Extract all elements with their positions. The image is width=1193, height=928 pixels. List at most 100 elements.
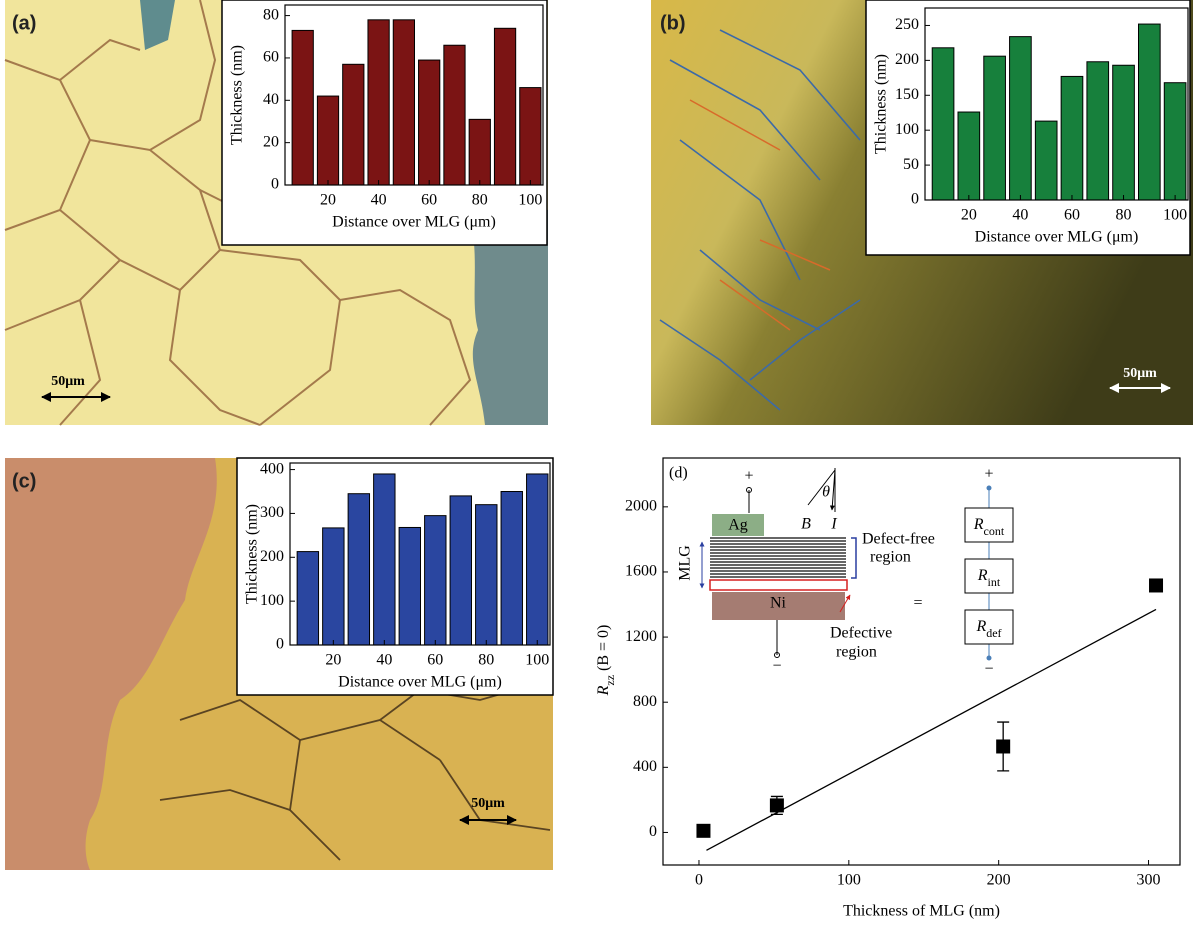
bar	[526, 473, 549, 646]
label-part: cont	[984, 524, 1005, 538]
bar	[983, 55, 1006, 201]
x-axis-label: Distance over MLG (μm)	[338, 674, 502, 691]
data-point	[769, 798, 784, 813]
defective-layer	[709, 579, 848, 591]
y-tick-label: 0	[649, 823, 657, 840]
x-tick-label: 0	[695, 872, 703, 889]
bar	[468, 118, 491, 186]
bar	[1009, 36, 1032, 201]
label-part: R	[977, 567, 988, 584]
x-tick-label: 100	[1163, 207, 1187, 224]
bar	[957, 111, 981, 201]
x-tick-label: 100	[837, 872, 861, 889]
x-axis-label: Distance over MLG (μm)	[332, 214, 496, 231]
region-label: region	[870, 549, 911, 566]
equals: =	[913, 595, 922, 612]
panel-label: (c)	[12, 470, 36, 492]
bar	[931, 47, 955, 201]
x-tick-label: 100	[518, 192, 542, 209]
region-label: Defective	[830, 625, 892, 642]
y-tick-label: 100	[260, 592, 284, 609]
y-tick-label: 20	[263, 133, 279, 150]
plot-frame	[284, 4, 544, 186]
bar	[316, 95, 340, 186]
bar	[392, 19, 416, 186]
plot-frame	[662, 457, 1181, 866]
stack-label: MLG	[677, 545, 694, 581]
panel-label: (a)	[12, 12, 36, 34]
y-tick-label: 0	[271, 176, 279, 193]
resistor	[964, 609, 1014, 645]
x-axis-label: Distance over MLG (μm)	[975, 229, 1139, 246]
y-tick-label: 80	[263, 6, 279, 23]
x-tick-label: 100	[525, 652, 549, 669]
label-part: int	[988, 575, 1001, 589]
bar	[291, 29, 314, 186]
bar	[342, 63, 365, 186]
bar	[1086, 61, 1110, 201]
y-tick-label: 200	[895, 51, 919, 68]
terminal-sign: +	[984, 466, 993, 483]
x-axis-label: Thickness of MLG (nm)	[843, 903, 1000, 920]
x-tick-label: 20	[325, 652, 341, 669]
angle-lines	[807, 468, 835, 512]
x-tick-label: 60	[427, 652, 443, 669]
y-tick-label: 400	[260, 460, 284, 477]
x-tick-label: 40	[376, 652, 392, 669]
contact	[712, 514, 764, 536]
resistor	[964, 558, 1014, 594]
terminal	[746, 487, 752, 493]
bar	[1163, 82, 1187, 201]
y-axis-label: Thickness (nm)	[244, 504, 261, 604]
y-tick-label: 2000	[625, 498, 657, 515]
bar	[418, 59, 441, 186]
current-label: I	[830, 516, 837, 533]
x-tick-label: 40	[371, 192, 387, 209]
y-tick-label: 1600	[625, 563, 657, 580]
x-tick-label: 80	[478, 652, 494, 669]
y-tick-label: 40	[263, 91, 279, 108]
terminal-sign: +	[744, 468, 753, 485]
y-tick-label: 200	[260, 548, 284, 565]
x-tick-label: 80	[1116, 207, 1132, 224]
y-tick-label: 1200	[625, 628, 657, 645]
bar	[398, 526, 422, 646]
bar	[367, 19, 390, 186]
y-tick-label: 50	[903, 156, 919, 173]
terminal	[774, 652, 780, 658]
panel-label: (d)	[669, 465, 688, 482]
bar	[1137, 23, 1161, 201]
x-tick-label: 200	[987, 872, 1011, 889]
region-label: region	[836, 644, 877, 661]
y-axis-label: Thickness (nm)	[229, 45, 246, 145]
panel-label: (b)	[660, 12, 686, 34]
y-tick-label: 250	[895, 16, 919, 33]
bracket	[851, 537, 857, 579]
plot-frame	[289, 462, 551, 646]
data-point	[996, 739, 1011, 754]
x-tick-label: 40	[1012, 207, 1028, 224]
pointer	[839, 594, 851, 613]
label-part: R	[595, 685, 612, 696]
x-tick-label: 60	[421, 192, 437, 209]
y-tick-label: 800	[633, 693, 657, 710]
y-axis-label: Thickness (nm)	[873, 54, 890, 154]
rich-label: Rint	[977, 567, 1001, 589]
bar	[322, 527, 345, 646]
y-tick-label: 150	[895, 86, 919, 103]
rich-label: Rdef	[975, 618, 1001, 640]
data-point	[1149, 578, 1164, 593]
terminal-sign: −	[984, 661, 993, 678]
y-tick-label: 400	[633, 758, 657, 775]
substrate-label: Ni	[770, 595, 787, 612]
plot-frame	[924, 7, 1189, 201]
bar	[1112, 64, 1135, 201]
bar	[424, 515, 447, 646]
bar	[449, 495, 472, 646]
bar	[373, 473, 396, 646]
y-tick-label: 60	[263, 49, 279, 66]
y-tick-label: 0	[911, 191, 919, 208]
label-part: R	[973, 516, 984, 533]
x-tick-label: 300	[1137, 872, 1161, 889]
